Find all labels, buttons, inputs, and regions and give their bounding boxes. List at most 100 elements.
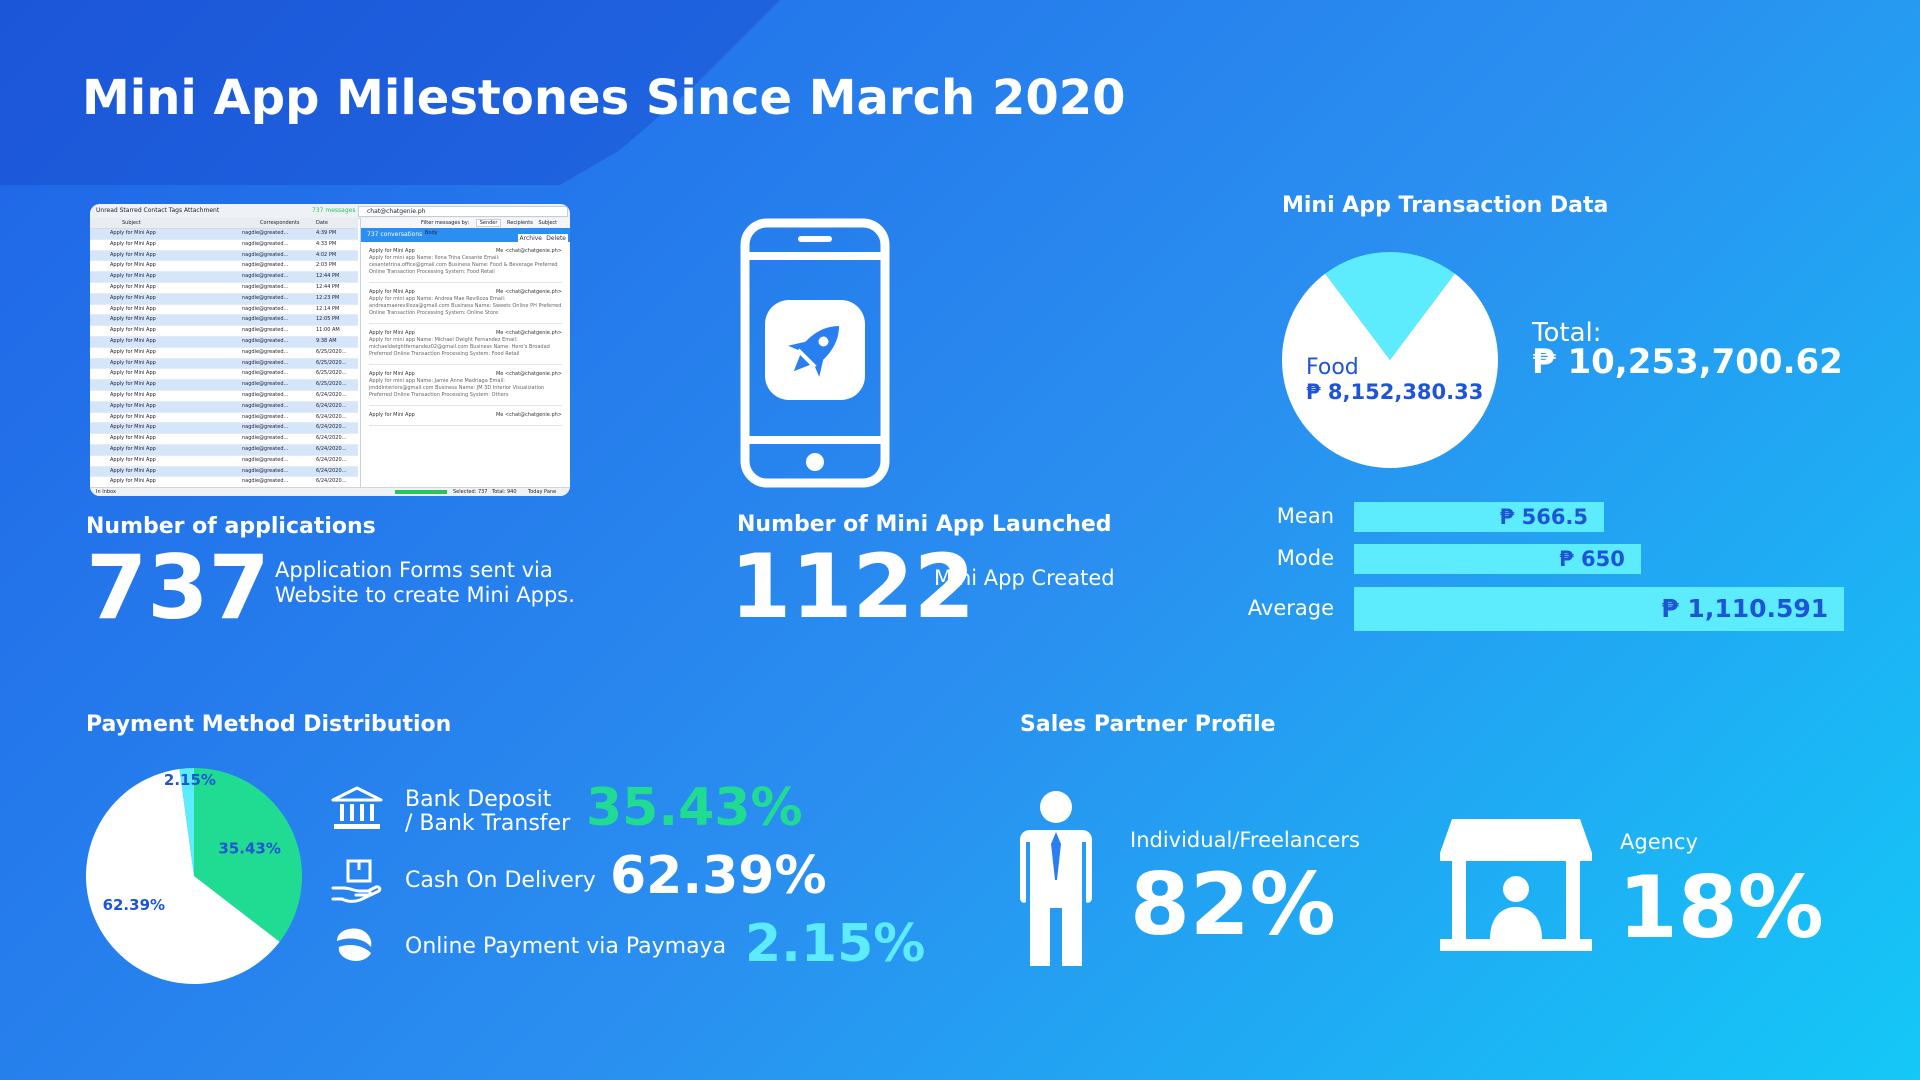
- email-list-row[interactable]: Apply for Mini App nagdie@greated... 6/24/…: [90, 444, 358, 456]
- applications-heading: Number of applications: [86, 514, 376, 539]
- bank-deposit-label-line1: Bank Deposit: [405, 787, 552, 812]
- email-filter-bar: Filter messages by: Sender Recipients Su…: [361, 218, 570, 236]
- email-row-subject: Apply for Mini App: [110, 337, 156, 344]
- email-list-row[interactable]: Apply for Mini App nagdie@greated... 12:44…: [90, 283, 358, 294]
- applications-description-line2: Website to create Mini Apps.: [275, 583, 575, 607]
- email-client-screenshot: Unread Starred Contact Tags Attachment 7…: [90, 204, 570, 496]
- individual-label: Individual/Freelancers: [1130, 828, 1360, 852]
- email-list-row[interactable]: Apply for Mini App nagdie@greated... 6/24/…: [90, 391, 358, 402]
- email-archive-button: Archive: [517, 234, 544, 243]
- email-row-correspondent: nagdie@greated...: [242, 305, 289, 312]
- bank-icon: [331, 786, 383, 829]
- email-message-header: Apply for Mini App Me <chat@chatgenie.ph>: [369, 248, 562, 255]
- email-row-date: 4:33 PM: [316, 240, 337, 247]
- email-list-row[interactable]: Apply for Mini App nagdie@greated... 6/24/…: [90, 423, 358, 435]
- email-list-row[interactable]: Apply for Mini App nagdie@greated... 12:05…: [90, 315, 358, 327]
- email-message-subject: Apply for Mini App: [369, 412, 415, 418]
- email-list-row[interactable]: Apply for Mini App nagdie@greated... 6/24/…: [90, 466, 358, 478]
- email-list-row[interactable]: Apply for Mini App nagdie@greated... 6/25/…: [90, 369, 358, 381]
- email-row-date: 12:14 PM: [316, 305, 340, 312]
- email-row-correspondent: nagdie@greated...: [242, 381, 289, 388]
- email-message-body: Apply for mini app Name: Jamie Anne Madr…: [369, 378, 545, 398]
- email-row-subject: Apply for Mini App: [110, 262, 156, 269]
- paymaya-label: Online Payment via Paymaya: [405, 934, 727, 959]
- email-messages: Apply for Mini App Me <chat@chatgenie.ph>…: [361, 248, 570, 426]
- email-message-body: Apply for mini app Name: Andrea Mae Revi…: [369, 296, 562, 316]
- email-message-body: Apply for mini app Name: Michael Dwight …: [369, 337, 550, 357]
- email-row-subject: Apply for Mini App: [110, 348, 156, 355]
- email-message-preview[interactable]: Apply for Mini App Me <chat@chatgenie.ph>: [369, 412, 562, 426]
- email-list-row[interactable]: Apply for Mini App nagdie@greated... 2:03 …: [90, 261, 358, 273]
- email-message-preview[interactable]: Apply for Mini App Me <chat@chatgenie.ph>…: [369, 371, 562, 406]
- email-row-date: 6/25/2020...: [316, 348, 347, 355]
- page-title: Mini App Milestones Since March 2020: [82, 70, 1126, 126]
- email-row-correspondent: nagdie@greated...: [242, 230, 289, 236]
- launched-count: 1122: [730, 535, 975, 638]
- bank-deposit-label-line2: / Bank Transfer: [405, 811, 571, 836]
- email-message-recipient: Me <chat@chatgenie.ph>: [495, 371, 562, 377]
- email-filter-recipients: Recipients: [507, 220, 533, 226]
- email-message-header: Apply for Mini App Me <chat@chatgenie.ph>: [369, 412, 562, 419]
- email-row-date: 4:02 PM: [316, 251, 337, 258]
- email-message-recipient: Me <chat@chatgenie.ph>: [495, 289, 562, 295]
- payment-pie-slice: [179, 768, 194, 876]
- email-row-correspondent: nagdie@greated...: [242, 316, 289, 323]
- email-message-preview[interactable]: Apply for Mini App Me <chat@chatgenie.ph>…: [369, 330, 562, 365]
- email-list-row[interactable]: Apply for Mini App nagdie@greated... 6/24/…: [90, 413, 358, 424]
- email-list-row[interactable]: Apply for Mini App nagdie@greated... 12:23…: [90, 293, 358, 305]
- email-message-preview[interactable]: Apply for Mini App Me <chat@chatgenie.ph>…: [369, 289, 562, 324]
- email-row-date: 6/24/2020...: [316, 391, 347, 398]
- email-list-row[interactable]: Apply for Mini App nagdie@greated... 6/25/…: [90, 348, 358, 359]
- email-list-row[interactable]: Apply for Mini App nagdie@greated... 6/25/…: [90, 358, 358, 370]
- email-list-row[interactable]: Apply for Mini App nagdie@greated... 12:44…: [90, 272, 358, 283]
- stat-bar: ₱ 1,110.591: [1354, 587, 1845, 631]
- email-message-subject: Apply for Mini App: [369, 289, 415, 295]
- email-row-subject: Apply for Mini App: [110, 381, 156, 388]
- email-list-row[interactable]: Apply for Mini App nagdie@greated... 12:14…: [90, 305, 358, 316]
- email-list-row[interactable]: Apply for Mini App nagdie@greated... 6/25/…: [90, 380, 358, 391]
- email-conversations-count: 737 conversations: [367, 231, 423, 238]
- email-status-selected: Selected: 737: [453, 489, 488, 495]
- paymaya-icon: [337, 928, 372, 961]
- phone-rocket-icon: [740, 218, 890, 488]
- email-list-row[interactable]: Apply for Mini App nagdie@greated... 6/24/…: [90, 401, 358, 413]
- email-list-row[interactable]: Apply for Mini App nagdie@greated... 4:33 …: [90, 240, 358, 251]
- email-row-subject: Apply for Mini App: [110, 478, 156, 485]
- stat-bar: ₱ 566.5: [1354, 502, 1605, 532]
- email-list-row[interactable]: Apply for Mini App nagdie@greated... 11:00…: [90, 326, 358, 337]
- transactions-heading: Mini App Transaction Data: [1282, 193, 1609, 218]
- email-row-date: 6/24/2020...: [316, 424, 347, 431]
- stat-bar-label: Mode: [1276, 546, 1334, 570]
- email-list-row[interactable]: Apply for Mini App nagdie@greated... 4:39 …: [90, 229, 358, 240]
- email-row-correspondent: nagdie@greated...: [242, 262, 289, 269]
- email-status-bar: In Inbox Selected: 737 Total: 940 Today …: [90, 487, 570, 496]
- total-label: Total:: [1532, 318, 1602, 348]
- email-row-correspondent: nagdie@greated...: [242, 273, 289, 280]
- email-row-subject: Apply for Mini App: [110, 305, 156, 312]
- email-row-date: 6/25/2020...: [316, 381, 347, 388]
- launched-description: Mini App Created: [934, 566, 1115, 590]
- email-message-recipient: Me <chat@chatgenie.ph>: [495, 412, 562, 418]
- email-row-subject: Apply for Mini App: [110, 456, 156, 463]
- payment-pie-label: 62.39%: [103, 896, 165, 914]
- email-list-row[interactable]: Apply for Mini App nagdie@greated... 4:02 …: [90, 250, 358, 262]
- email-row-subject: Apply for Mini App: [110, 391, 156, 398]
- individual-person-icon: [1020, 791, 1092, 966]
- email-rows: Apply for Mini App nagdie@greated... 4:39 …: [90, 229, 358, 496]
- email-list-row[interactable]: Apply for Mini App nagdie@greated... 6/24/…: [90, 456, 358, 467]
- agency-label: Agency: [1620, 830, 1698, 854]
- email-row-subject: Apply for Mini App: [110, 283, 156, 290]
- email-row-date: 6/24/2020...: [316, 445, 347, 452]
- email-row-correspondent: nagdie@greated...: [242, 456, 289, 463]
- email-list-row[interactable]: Apply for Mini App nagdie@greated... 6/24/…: [90, 434, 358, 445]
- stat-bar: ₱ 650: [1354, 544, 1641, 574]
- cash-on-delivery-icon: [331, 859, 382, 903]
- email-message-subject: Apply for Mini App: [369, 330, 415, 336]
- email-row-correspondent: nagdie@greated...: [242, 359, 289, 366]
- email-message-header: Apply for Mini App Me <chat@chatgenie.ph>: [369, 330, 562, 337]
- email-row-correspondent: nagdie@greated...: [242, 327, 289, 334]
- email-row-date: 12:44 PM: [316, 273, 340, 280]
- email-message-preview[interactable]: Apply for Mini App Me <chat@chatgenie.ph>…: [369, 248, 562, 283]
- email-row-subject: Apply for Mini App: [110, 316, 156, 323]
- email-list-row[interactable]: Apply for Mini App nagdie@greated... 9:38 …: [90, 336, 358, 348]
